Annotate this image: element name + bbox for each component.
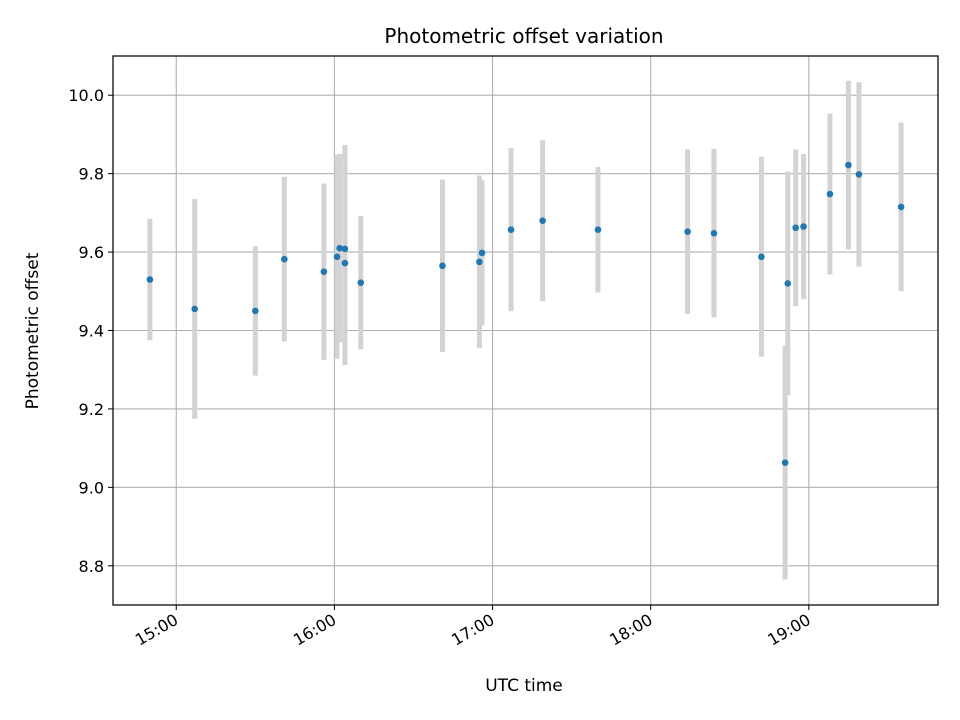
y-tick-label: 10.0 [68,86,104,105]
y-tick-label: 9.4 [79,322,104,341]
data-point [845,161,852,169]
data-point [826,190,834,198]
data-point [439,262,446,270]
data-points [146,161,905,466]
data-point [594,226,602,234]
y-tick-label: 9.2 [79,400,104,419]
y-tick-label: 8.8 [79,557,104,576]
data-point [320,268,328,275]
y-tick-label: 9.8 [79,165,104,184]
data-point [336,244,343,252]
data-point [758,253,765,261]
data-point [476,258,483,266]
data-point [252,307,259,315]
data-point [800,223,807,230]
x-axis-label: UTC time [485,676,563,696]
data-point [784,280,792,287]
data-point [539,217,546,224]
data-point [781,459,789,466]
data-point [507,226,515,234]
data-point [191,305,199,313]
y-axis-ticks: 8.8 9.0 9.2 9.4 9.6 9.8 10.0 [68,86,113,576]
data-point [341,259,349,267]
chart-title: Photometric offset variation [384,24,663,48]
data-point [855,171,863,178]
data-point [710,229,718,237]
data-point [281,255,288,263]
data-point [341,245,349,253]
data-point [792,224,799,232]
data-point [333,253,341,261]
data-point [897,203,905,211]
grid [113,56,938,605]
data-point [478,249,486,257]
y-tick-label: 9.6 [79,243,104,262]
y-axis-label: Photometric offset [23,252,43,409]
data-point [146,276,154,283]
y-tick-label: 9.0 [79,478,104,497]
data-point [357,279,365,286]
data-point [684,228,691,235]
